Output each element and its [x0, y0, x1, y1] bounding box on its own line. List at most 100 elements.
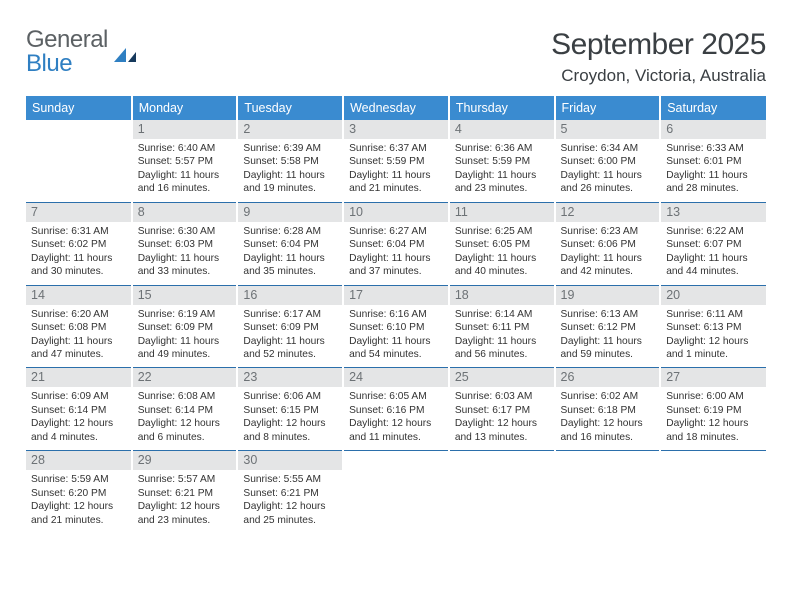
day-number: 19	[556, 286, 660, 305]
day-detail-line: Sunset: 6:20 PM	[31, 487, 126, 500]
day-detail-line: Sunset: 6:14 PM	[31, 404, 126, 417]
day-number: 22	[133, 368, 237, 387]
calendar-cell: 15Sunrise: 6:19 AMSunset: 6:09 PMDayligh…	[132, 285, 238, 368]
calendar-week: 28Sunrise: 5:59 AMSunset: 6:20 PMDayligh…	[26, 451, 766, 533]
calendar-cell: 22Sunrise: 6:08 AMSunset: 6:14 PMDayligh…	[132, 368, 238, 451]
day-header: Friday	[555, 96, 661, 120]
day-detail-line: Daylight: 11 hours and 42 minutes.	[561, 252, 655, 279]
calendar-cell: 24Sunrise: 6:05 AMSunset: 6:16 PMDayligh…	[343, 368, 449, 451]
day-details: Sunrise: 6:27 AMSunset: 6:04 PMDaylight:…	[349, 225, 443, 279]
day-detail-line: Sunrise: 6:08 AM	[138, 390, 232, 403]
day-details: Sunrise: 6:37 AMSunset: 5:59 PMDaylight:…	[349, 142, 443, 196]
day-details: Sunrise: 6:02 AMSunset: 6:18 PMDaylight:…	[561, 390, 655, 444]
day-detail-line: Sunrise: 6:19 AM	[138, 308, 232, 321]
page-title: September 2025	[551, 28, 766, 62]
day-number: 6	[661, 120, 766, 139]
day-number: 13	[661, 203, 766, 222]
calendar-cell: 23Sunrise: 6:06 AMSunset: 6:15 PMDayligh…	[237, 368, 343, 451]
day-detail-line: Sunrise: 6:40 AM	[138, 142, 232, 155]
day-detail-line: Sunset: 6:18 PM	[561, 404, 655, 417]
day-number: 8	[133, 203, 237, 222]
day-details: Sunrise: 6:22 AMSunset: 6:07 PMDaylight:…	[666, 225, 761, 279]
day-detail-line: Daylight: 12 hours and 6 minutes.	[138, 417, 232, 444]
day-detail-line: Daylight: 11 hours and 19 minutes.	[243, 169, 337, 196]
day-number: 24	[344, 368, 448, 387]
day-detail-line: Daylight: 11 hours and 33 minutes.	[138, 252, 232, 279]
day-number: 11	[450, 203, 554, 222]
calendar-cell: 17 Sunrise: 6:16 AMSunset: 6:10 PMDayligh…	[343, 285, 449, 368]
day-detail-line: Daylight: 11 hours and 30 minutes.	[31, 252, 126, 279]
day-details: Sunrise: 6:23 AMSunset: 6:06 PMDaylight:…	[561, 225, 655, 279]
day-detail-line: Sunrise: 6:25 AM	[455, 225, 549, 238]
day-number	[450, 451, 554, 470]
day-detail-line: Sunset: 6:00 PM	[561, 155, 655, 168]
day-details: Sunrise: 6:16 AMSunset: 6:10 PMDaylight:…	[349, 308, 443, 362]
calendar-cell: 6Sunrise: 6:33 AMSunset: 6:01 PMDaylight…	[660, 120, 766, 202]
day-number: 27	[661, 368, 766, 387]
day-details: Sunrise: 6:11 AMSunset: 6:13 PMDaylight:…	[666, 308, 761, 362]
day-detail-line: Daylight: 12 hours and 13 minutes.	[455, 417, 549, 444]
day-number: 26	[556, 368, 660, 387]
day-detail-line: Daylight: 11 hours and 28 minutes.	[666, 169, 761, 196]
day-detail-line: Sunrise: 6:39 AM	[243, 142, 337, 155]
day-number	[661, 451, 766, 470]
day-details: Sunrise: 6:36 AMSunset: 5:59 PMDaylight:…	[455, 142, 549, 196]
day-number: 18	[450, 286, 554, 305]
calendar-cell: 30Sunrise: 5:55 AMSunset: 6:21 PMDayligh…	[237, 451, 343, 533]
day-details: Sunrise: 6:03 AMSunset: 6:17 PMDaylight:…	[455, 390, 549, 444]
day-detail-line: Sunrise: 6:11 AM	[666, 308, 761, 321]
day-detail-line: Sunset: 5:57 PM	[138, 155, 232, 168]
calendar-body: 1Sunrise: 6:40 AMSunset: 5:57 PMDaylight…	[26, 120, 766, 533]
day-header: Monday	[132, 96, 238, 120]
calendar-week: 7Sunrise: 6:31 AMSunset: 6:02 PMDaylight…	[26, 202, 766, 285]
day-number: 17	[344, 286, 448, 305]
day-detail-line: Daylight: 12 hours and 8 minutes.	[243, 417, 337, 444]
day-detail-line: Sunset: 5:58 PM	[243, 155, 337, 168]
day-detail-line: Sunset: 6:21 PM	[138, 487, 232, 500]
day-number: 9	[238, 203, 342, 222]
day-details: Sunrise: 6:14 AMSunset: 6:11 PMDaylight:…	[455, 308, 549, 362]
day-header: Wednesday	[343, 96, 449, 120]
calendar-cell: 12 Sunrise: 6:23 AMSunset: 6:06 PMDayligh…	[555, 202, 661, 285]
day-detail-line: Sunrise: 6:33 AM	[666, 142, 761, 155]
day-detail-line: Sunrise: 6:14 AM	[455, 308, 549, 321]
day-detail-line: Sunset: 5:59 PM	[455, 155, 549, 168]
brand-part2: Blue	[26, 50, 72, 77]
day-details: Sunrise: 6:30 AMSunset: 6:03 PMDaylight:…	[138, 225, 232, 279]
day-detail-line: Sunset: 6:08 PM	[31, 321, 126, 334]
day-detail-line: Sunset: 6:10 PM	[349, 321, 443, 334]
day-detail-line: Sunset: 6:07 PM	[666, 238, 761, 251]
calendar-cell	[26, 120, 132, 202]
day-number: 23	[238, 368, 342, 387]
day-detail-line: Daylight: 11 hours and 16 minutes.	[138, 169, 232, 196]
day-detail-line: Sunset: 6:09 PM	[138, 321, 232, 334]
day-number: 29	[133, 451, 237, 470]
day-number: 4	[450, 120, 554, 139]
day-detail-line: Sunset: 6:03 PM	[138, 238, 232, 251]
brand-logo: General Blue	[26, 28, 140, 76]
day-details: Sunrise: 6:25 AMSunset: 6:05 PMDaylight:…	[455, 225, 549, 279]
day-details: Sunrise: 6:28 AMSunset: 6:04 PMDaylight:…	[243, 225, 337, 279]
day-number: 30	[238, 451, 342, 470]
day-detail-line: Sunrise: 6:23 AM	[561, 225, 655, 238]
calendar-cell: 25Sunrise: 6:03 AMSunset: 6:17 PMDayligh…	[449, 368, 555, 451]
day-number: 14	[26, 286, 131, 305]
calendar-cell: 3Sunrise: 6:37 AMSunset: 5:59 PMDaylight…	[343, 120, 449, 202]
day-detail-line: Sunrise: 6:05 AM	[349, 390, 443, 403]
day-detail-line: Sunset: 6:21 PM	[243, 487, 337, 500]
day-details: Sunrise: 5:59 AMSunset: 6:20 PMDaylight:…	[31, 473, 126, 527]
day-detail-line: Sunrise: 5:59 AM	[31, 473, 126, 486]
calendar-week: 14 Sunrise: 6:20 AMSunset: 6:08 PMDayligh…	[26, 285, 766, 368]
day-detail-line: Daylight: 12 hours and 16 minutes.	[561, 417, 655, 444]
day-number: 12	[556, 203, 660, 222]
day-detail-line: Sunset: 6:11 PM	[455, 321, 549, 334]
day-detail-line: Daylight: 12 hours and 1 minute.	[666, 335, 761, 362]
day-detail-line: Sunrise: 6:00 AM	[666, 390, 761, 403]
day-number	[26, 120, 131, 139]
day-detail-line: Sunset: 6:16 PM	[349, 404, 443, 417]
calendar-cell: 10Sunrise: 6:27 AMSunset: 6:04 PMDayligh…	[343, 202, 449, 285]
day-detail-line: Sunset: 6:15 PM	[243, 404, 337, 417]
day-details: Sunrise: 6:20 AMSunset: 6:08 PMDaylight:…	[31, 308, 126, 362]
calendar-cell: 7Sunrise: 6:31 AMSunset: 6:02 PMDaylight…	[26, 202, 132, 285]
day-detail-line: Sunrise: 5:55 AM	[243, 473, 337, 486]
